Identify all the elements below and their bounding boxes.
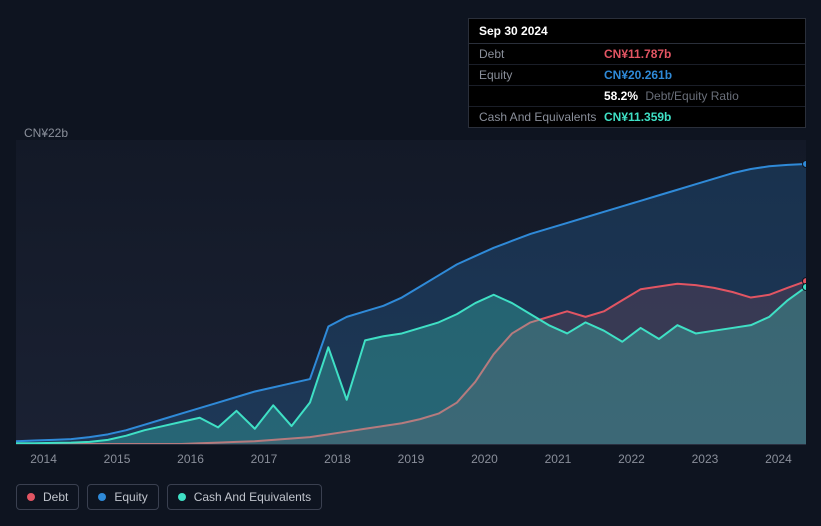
legend-item-debt[interactable]: Debt xyxy=(16,484,79,510)
legend-label: Debt xyxy=(43,490,68,504)
x-axis-label: 2020 xyxy=(471,452,498,466)
tooltip-row-suffix: Debt/Equity Ratio xyxy=(642,89,739,103)
chart-root: Sep 30 2024 DebtCN¥11.787bEquityCN¥20.26… xyxy=(0,0,821,526)
tooltip-date: Sep 30 2024 xyxy=(469,19,805,44)
chart-svg xyxy=(16,140,806,444)
tooltip-row-value: CN¥20.261b xyxy=(604,69,672,81)
y-axis-label: CN¥22b xyxy=(24,126,68,140)
tooltip-row-label: Cash And Equivalents xyxy=(479,111,604,123)
x-axis-label: 2023 xyxy=(692,452,719,466)
tooltip-row-equity: EquityCN¥20.261b xyxy=(469,65,805,86)
legend-swatch-icon xyxy=(98,493,106,501)
equity-end-marker xyxy=(803,161,807,168)
x-axis-label: 2015 xyxy=(104,452,131,466)
x-axis-label: 2019 xyxy=(398,452,425,466)
tooltip-row-label: Equity xyxy=(479,69,604,81)
tooltip-row-value: CN¥11.787b xyxy=(604,48,671,60)
x-axis-label: 2016 xyxy=(177,452,204,466)
tooltip-row-label xyxy=(479,90,604,102)
legend-label: Cash And Equivalents xyxy=(194,490,311,504)
tooltip-row-value: CN¥11.359b xyxy=(604,111,671,123)
legend-swatch-icon xyxy=(178,493,186,501)
chart-plot-area xyxy=(16,140,806,444)
tooltip-row-cash: Cash And EquivalentsCN¥11.359b xyxy=(469,107,805,127)
legend-item-equity[interactable]: Equity xyxy=(87,484,158,510)
x-axis-label: 2022 xyxy=(618,452,645,466)
cash-end-marker xyxy=(803,284,807,291)
legend-item-cash[interactable]: Cash And Equivalents xyxy=(167,484,322,510)
x-axis-label: 2024 xyxy=(765,452,792,466)
x-axis-label: 2018 xyxy=(324,452,351,466)
data-tooltip: Sep 30 2024 DebtCN¥11.787bEquityCN¥20.26… xyxy=(468,18,806,128)
x-axis-label: 2017 xyxy=(251,452,278,466)
tooltip-row-ratio: 58.2% Debt/Equity Ratio xyxy=(469,86,805,107)
legend-label: Equity xyxy=(114,490,147,504)
legend-swatch-icon xyxy=(27,493,35,501)
y-gridline xyxy=(16,444,806,445)
x-axis-label: 2014 xyxy=(30,452,57,466)
x-axis-label: 2021 xyxy=(545,452,572,466)
tooltip-row-debt: DebtCN¥11.787b xyxy=(469,44,805,65)
tooltip-row-value: 58.2% Debt/Equity Ratio xyxy=(604,90,739,102)
chart-legend: Debt Equity Cash And Equivalents xyxy=(16,484,322,510)
tooltip-row-label: Debt xyxy=(479,48,604,60)
